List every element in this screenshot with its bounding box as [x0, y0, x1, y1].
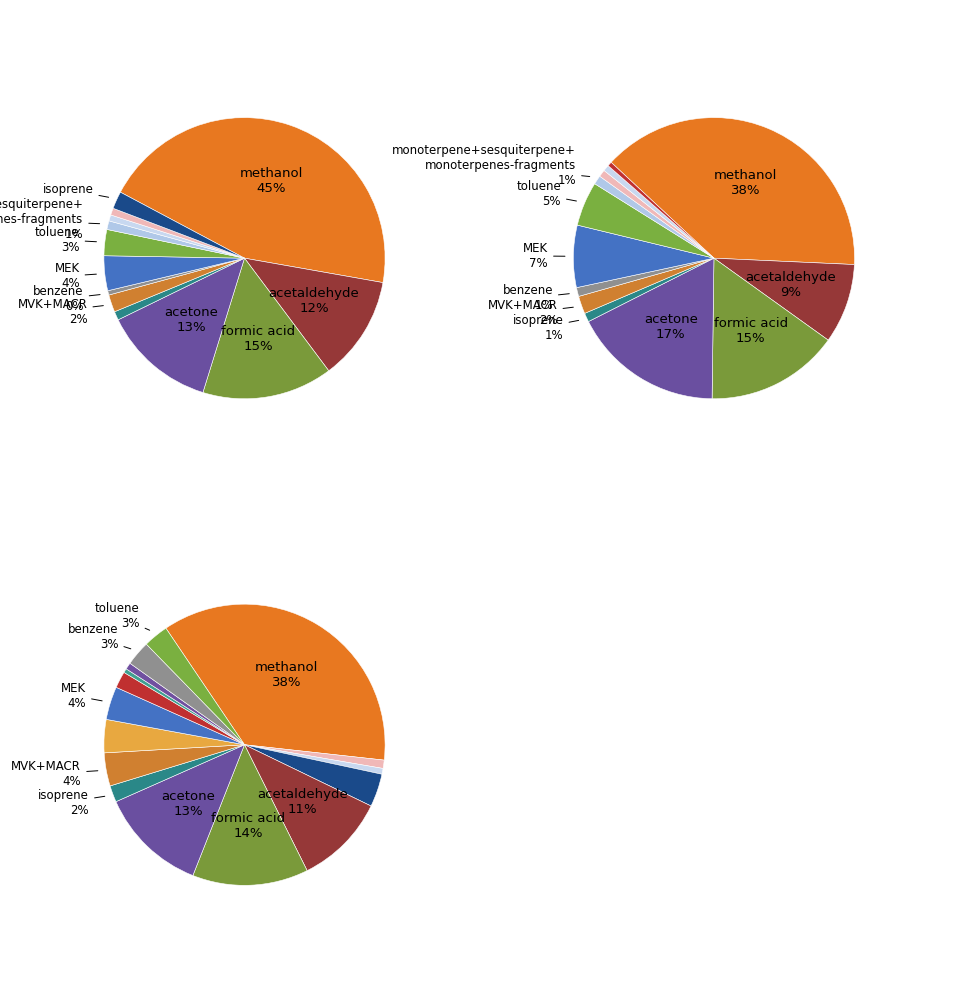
- Text: isoprene: isoprene: [43, 183, 108, 198]
- Wedge shape: [599, 171, 713, 258]
- Wedge shape: [202, 258, 328, 399]
- Wedge shape: [124, 669, 244, 745]
- Wedge shape: [118, 258, 244, 392]
- Text: MEK
4%: MEK 4%: [55, 262, 97, 290]
- Text: isoprene
1%: isoprene 1%: [512, 314, 578, 343]
- Wedge shape: [244, 745, 370, 871]
- Wedge shape: [106, 220, 244, 258]
- Wedge shape: [147, 629, 244, 745]
- Wedge shape: [108, 258, 244, 312]
- Text: acetone
13%: acetone 13%: [161, 789, 215, 817]
- Text: methanol
45%: methanol 45%: [239, 167, 303, 195]
- Wedge shape: [113, 193, 244, 258]
- Text: methanol
38%: methanol 38%: [713, 169, 777, 197]
- Wedge shape: [608, 162, 713, 258]
- Wedge shape: [104, 719, 244, 753]
- Wedge shape: [114, 258, 244, 320]
- Text: acetone
17%: acetone 17%: [643, 314, 697, 342]
- Wedge shape: [120, 117, 385, 283]
- Text: benzene
1%: benzene 1%: [502, 284, 569, 312]
- Wedge shape: [116, 672, 244, 745]
- Wedge shape: [244, 258, 383, 370]
- Wedge shape: [573, 225, 713, 288]
- Wedge shape: [166, 604, 385, 761]
- Wedge shape: [584, 258, 713, 322]
- Wedge shape: [604, 166, 713, 258]
- Wedge shape: [611, 117, 854, 264]
- Wedge shape: [244, 745, 382, 806]
- Text: benzene
0%: benzene 0%: [33, 285, 100, 313]
- Wedge shape: [108, 214, 244, 258]
- Wedge shape: [130, 644, 244, 745]
- Wedge shape: [116, 745, 244, 876]
- Text: monoterpene+sesquiterpene+
monoterpenes-fragments
1%: monoterpene+sesquiterpene+ monoterpenes-…: [0, 198, 100, 240]
- Text: acetone
13%: acetone 13%: [164, 306, 218, 334]
- Text: acetaldehyde
11%: acetaldehyde 11%: [257, 788, 348, 816]
- Text: methanol
38%: methanol 38%: [255, 661, 319, 689]
- Text: MEK
4%: MEK 4%: [61, 681, 102, 710]
- Text: acetaldehyde
9%: acetaldehyde 9%: [744, 271, 835, 299]
- Text: MVK+MACR
2%: MVK+MACR 2%: [18, 298, 104, 326]
- Wedge shape: [126, 663, 244, 745]
- Wedge shape: [713, 258, 854, 341]
- Wedge shape: [244, 745, 383, 775]
- Wedge shape: [588, 258, 713, 399]
- Text: monoterpene+sesquiterpene+
monoterpenes-fragments
1%: monoterpene+sesquiterpene+ monoterpenes-…: [392, 144, 589, 188]
- Wedge shape: [192, 745, 307, 886]
- Text: MVK+MACR
2%: MVK+MACR 2%: [488, 300, 573, 328]
- Text: MVK+MACR
4%: MVK+MACR 4%: [12, 760, 98, 788]
- Text: acetaldehyde
12%: acetaldehyde 12%: [269, 287, 359, 315]
- Text: formic acid
14%: formic acid 14%: [211, 812, 284, 840]
- Text: MEK
7%: MEK 7%: [523, 242, 565, 270]
- Wedge shape: [578, 258, 713, 314]
- Text: toluene
3%: toluene 3%: [95, 602, 149, 631]
- Wedge shape: [576, 184, 713, 258]
- Wedge shape: [104, 745, 244, 785]
- Text: toluene
3%: toluene 3%: [35, 225, 97, 253]
- Wedge shape: [107, 258, 244, 295]
- Wedge shape: [104, 256, 244, 291]
- Text: toluene
5%: toluene 5%: [516, 180, 575, 208]
- Wedge shape: [106, 687, 244, 745]
- Text: benzene
3%: benzene 3%: [68, 623, 131, 650]
- Text: formic acid
15%: formic acid 15%: [713, 317, 786, 345]
- Wedge shape: [110, 745, 244, 801]
- Wedge shape: [110, 209, 244, 258]
- Wedge shape: [104, 229, 244, 258]
- Wedge shape: [594, 176, 713, 258]
- Wedge shape: [575, 258, 713, 296]
- Text: formic acid
15%: formic acid 15%: [221, 325, 295, 353]
- Wedge shape: [244, 745, 384, 769]
- Wedge shape: [711, 258, 828, 399]
- Text: isoprene
2%: isoprene 2%: [38, 788, 105, 816]
